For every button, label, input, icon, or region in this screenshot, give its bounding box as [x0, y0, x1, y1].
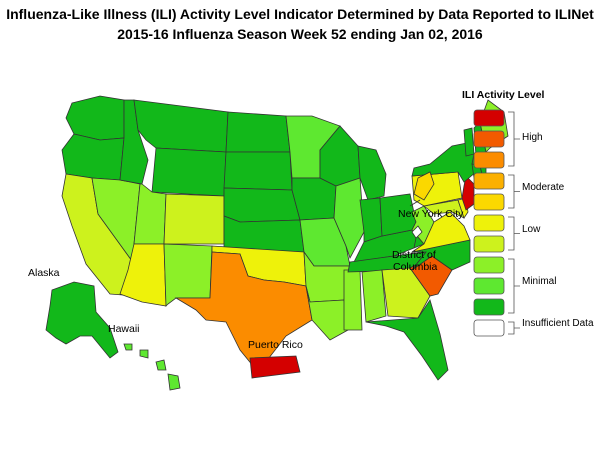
- state-MT: [133, 99, 229, 153]
- legend-bracket-2: [508, 216, 520, 251]
- state-WA: [65, 95, 125, 141]
- state-ND: [225, 111, 291, 153]
- state-FL: [365, 299, 449, 381]
- legend-swatch-level-3: [473, 256, 505, 274]
- state-OR: [61, 133, 125, 181]
- label-nyc: New York City: [398, 208, 464, 220]
- state-NC: [411, 239, 471, 271]
- state-HI: [167, 373, 181, 391]
- state-VT: [463, 127, 475, 157]
- state-NE: [223, 187, 301, 223]
- state-TX: [174, 251, 313, 373]
- legend-label-high: High: [522, 132, 543, 143]
- legend-label-minimal: Minimal: [522, 276, 556, 287]
- state-HI-oahu: [139, 349, 149, 359]
- legend-swatches: [473, 109, 520, 337]
- legend-swatch-level-6: [473, 193, 505, 211]
- state-IA: [291, 177, 337, 221]
- state-AL: [361, 269, 387, 323]
- region-DC: [411, 225, 423, 239]
- state-IN: [359, 197, 383, 243]
- legend-label-moderate: Moderate: [522, 182, 565, 193]
- map-subtitle: 2015-16 Influenza Season Week 52 ending …: [117, 26, 483, 42]
- state-HI-maui: [155, 359, 167, 371]
- state-MI: [357, 145, 387, 201]
- legend-title: ILI Activity Level: [462, 89, 545, 101]
- state-MD: [423, 199, 465, 219]
- legend-bracket-1: [508, 174, 520, 209]
- legend-swatch-level-8: [473, 151, 505, 169]
- label-hawaii: Hawaii: [108, 323, 140, 335]
- state-SD: [223, 151, 293, 191]
- legend-bracket-3: [508, 258, 520, 314]
- state-MS: [343, 269, 363, 331]
- label-dc-line2: Columbia: [393, 261, 438, 273]
- label-dc-line1: District of: [392, 249, 436, 261]
- legend-swatch-level-9: [473, 130, 505, 148]
- state-NM: [163, 243, 213, 307]
- state-HI-group: [123, 343, 181, 391]
- legend-swatch-level-7: [473, 172, 505, 190]
- state-HI-kauai: [123, 343, 133, 351]
- legend-swatch-level-10: [473, 109, 505, 127]
- legend-bracket-4: [508, 321, 520, 335]
- state-CO: [163, 193, 225, 245]
- legend-swatch-level-0: [473, 319, 505, 337]
- legend-label-insufficient: Insufficient Data: [522, 318, 594, 329]
- label-alaska: Alaska: [28, 267, 60, 279]
- state-VA: [411, 211, 471, 253]
- state-GA: [381, 267, 431, 319]
- state-AK: [45, 281, 119, 359]
- legend-swatch-level-2: [473, 277, 505, 295]
- territory-PR: [249, 355, 301, 379]
- map-title: Influenza-Like Illness (ILI) Activity Le…: [6, 6, 594, 22]
- legend-swatch-level-5: [473, 214, 505, 232]
- state-KS: [223, 215, 305, 253]
- legend-bracket-0: [508, 111, 520, 167]
- legend-swatch-level-1: [473, 298, 505, 316]
- state-UT: [133, 183, 167, 245]
- legend-swatch-level-4: [473, 235, 505, 253]
- state-WY: [151, 147, 227, 197]
- label-puerto-rico: Puerto Rico: [248, 339, 303, 351]
- region-NYC: [413, 171, 435, 201]
- legend-label-low: Low: [522, 224, 541, 235]
- legend-groups: High Moderate Low Minimal Insufficient D…: [522, 132, 594, 329]
